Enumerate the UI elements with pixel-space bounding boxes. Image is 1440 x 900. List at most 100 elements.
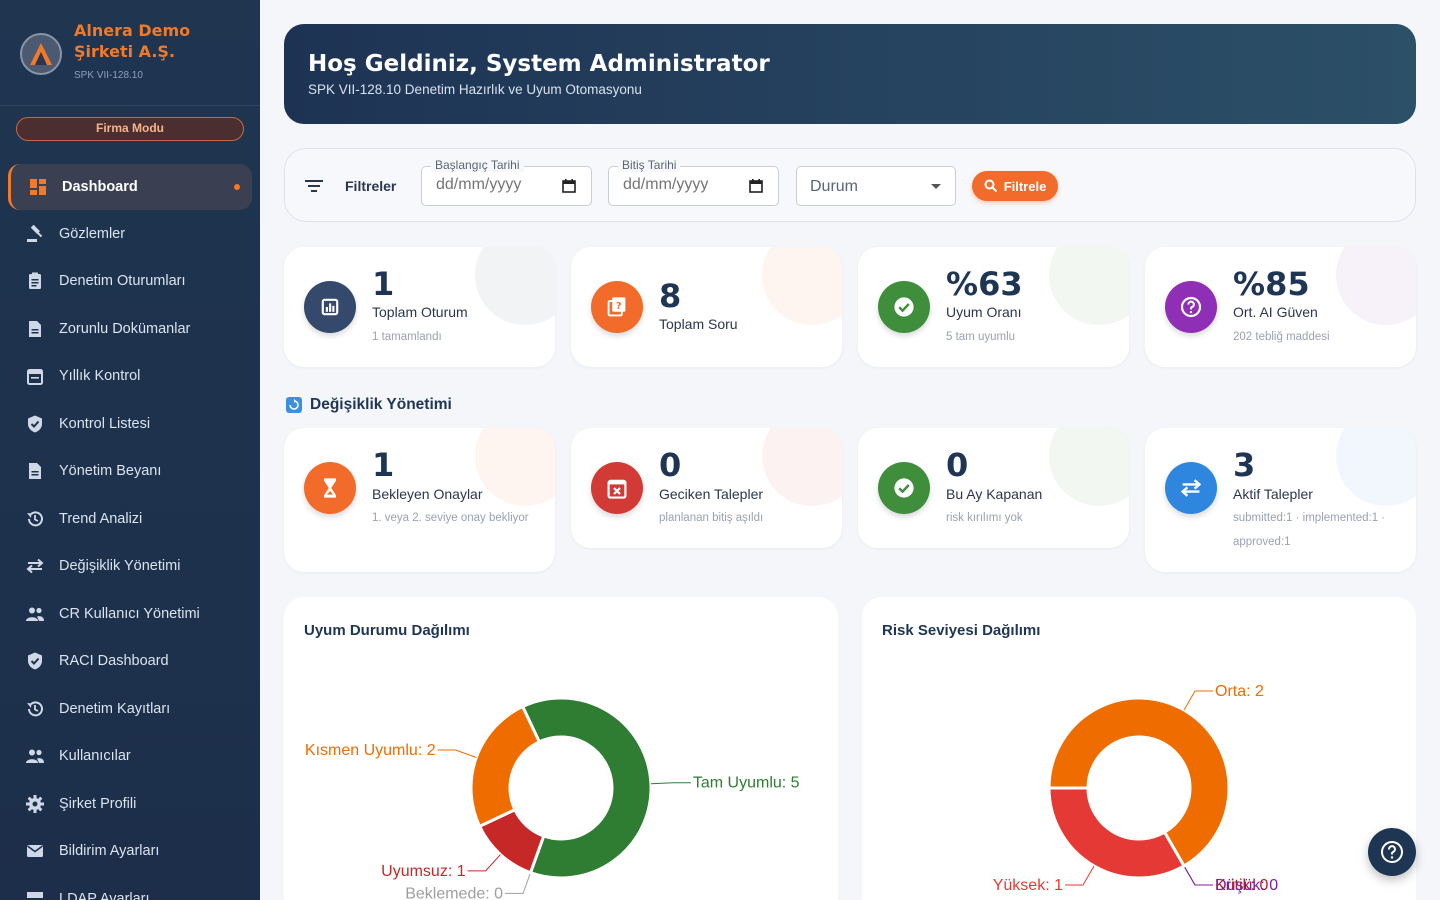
sidebar-item-kontrol-listesi[interactable]: Kontrol Listesi <box>0 400 260 448</box>
welcome-banner: Hoş Geldiniz, System Administrator SPK V… <box>284 24 1416 124</box>
stat-card[interactable]: 1 Bekleyen Onaylar 1. veya 2. seviye onay … <box>284 428 555 572</box>
filter-list-icon <box>303 177 325 200</box>
calendar-icon[interactable] <box>561 178 577 199</box>
stat-subtext: submitted:1 · implemented:1 · approved:1 <box>1233 512 1386 548</box>
change-management-label: Değişiklik Yönetimi <box>310 396 452 413</box>
firma-mode-badge[interactable]: Firma Modu <box>16 117 244 141</box>
compliance-donut-chart: Tam Uyumlu: 5 Beklemede: 0 Uyumsuz: 1 Kısme… <box>305 696 800 900</box>
sidebar-item-label: Gözlemler <box>59 225 126 242</box>
stat-card[interactable]: 1 Toplam Oturum 1 tamamlandı <box>284 247 555 367</box>
status-select-value: Durum <box>810 178 859 195</box>
sidebar-nav: Dashboard Gözlemler Denetim Oturumları Zoru… <box>0 164 260 900</box>
sidebar-item-label: Dashboard <box>62 179 138 195</box>
sidebar-item-dashboard[interactable]: Dashboard <box>8 164 252 210</box>
active-indicator-dot <box>234 184 240 190</box>
slice-label: Beklemede: 0 <box>405 885 503 900</box>
stat-label: Uyum Oranı <box>946 304 1022 320</box>
chevron-down-icon <box>931 184 941 189</box>
status-select[interactable]: Durum <box>796 166 956 206</box>
search-icon <box>984 179 997 193</box>
donut-slice[interactable] <box>1047 786 1187 880</box>
document-icon <box>24 318 46 340</box>
hourglass-icon <box>304 462 356 514</box>
stat-card[interactable]: %63 Uyum Oranı 5 tam uyumlu <box>858 247 1129 367</box>
sidebar-item-kullanıcılar[interactable]: Kullanıcılar <box>0 733 260 781</box>
sidebar-item-denetim-kayıtları[interactable]: Denetim Kayıtları <box>0 685 260 733</box>
sidebar-item-label: Kullanıcılar <box>59 748 131 765</box>
stat-value: 3 <box>1233 446 1256 484</box>
label-leader-line <box>1183 690 1213 711</box>
sidebar-item-raci-dashboard[interactable]: RACI Dashboard <box>0 638 260 686</box>
label-leader-line <box>1183 865 1213 886</box>
server-icon <box>24 888 46 900</box>
stat-value: %85 <box>1233 265 1310 303</box>
start-date-input[interactable] <box>436 176 556 194</box>
sidebar-item-cr-kullanıcı-yönetimi[interactable]: CR Kullanıcı Yönetimi <box>0 590 260 638</box>
stat-card[interactable]: 0 Bu Ay Kapanan risk kırılımı yok <box>858 428 1129 548</box>
filter-apply-button[interactable]: Filtrele <box>972 171 1058 201</box>
stat-label: Geciken Talepler <box>659 486 764 502</box>
calendar-x-icon <box>591 462 643 514</box>
help-circle-icon <box>1165 281 1217 333</box>
card-decoration <box>1336 428 1416 506</box>
stat-card[interactable]: ? 8 Toplam Soru <box>571 247 842 367</box>
stat-card[interactable]: 0 Geciken Talepler planlanan bitiş aşıldı <box>571 428 842 548</box>
sidebar-item-label: Denetim Kayıtları <box>59 700 171 717</box>
stat-card[interactable]: %85 Ort. AI Güven 202 tebliğ maddesi <box>1145 247 1416 367</box>
slice-label: Tam Uyumlu: 5 <box>693 775 800 792</box>
shield-check-icon <box>24 650 46 672</box>
card-decoration <box>762 428 842 506</box>
stat-subtext: risk kırılımı yok <box>946 512 1023 524</box>
sidebar-item-ldap-ayarları[interactable]: LDAP Ayarları <box>0 875 260 900</box>
sidebar-item-bildirim-ayarları[interactable]: Bildirim Ayarları <box>0 828 260 876</box>
swap-icon <box>1165 462 1217 514</box>
stat-label: Toplam Oturum <box>372 304 468 320</box>
check-circle-icon <box>878 281 930 333</box>
donut-slice[interactable] <box>469 704 542 829</box>
sidebar-item-label: Zorunlu Dokümanlar <box>59 320 191 337</box>
people-icon <box>24 603 46 625</box>
label-leader-line <box>650 782 691 785</box>
card-decoration <box>475 428 555 506</box>
calendar-icon[interactable] <box>748 178 764 199</box>
help-button[interactable] <box>1368 828 1416 876</box>
bar-chart-icon <box>304 281 356 333</box>
sidebar-item-label: Trend Analizi <box>59 510 143 527</box>
people-icon <box>24 745 46 767</box>
end-date-field[interactable]: Bitiş Tarihi <box>608 158 779 206</box>
sidebar-item-şirket-profili[interactable]: Şirket Profili <box>0 780 260 828</box>
slice-label: Düşük: 0 <box>1215 877 1278 894</box>
slice-label: Kritik: 0 <box>1215 877 1268 894</box>
sidebar-item-gözlemler[interactable]: Gözlemler <box>0 210 260 258</box>
label-leader-line <box>1183 865 1213 886</box>
start-date-field[interactable]: Başlangıç Tarihi <box>421 158 592 206</box>
regulation-code: SPK VII-128.10 <box>74 70 143 81</box>
label-leader-line <box>437 749 477 758</box>
gear-icon <box>24 793 46 815</box>
sidebar-item-yönetim-beyanı[interactable]: Yönetim Beyanı <box>0 448 260 496</box>
stat-subtext: planlanan bitiş aşıldı <box>659 512 764 524</box>
company-logo <box>20 33 62 75</box>
quiz-icon: ? <box>591 281 643 333</box>
sidebar-item-trend-analizi[interactable]: Trend Analizi <box>0 495 260 543</box>
sidebar-item-yıllık-kontrol[interactable]: Yıllık Kontrol <box>0 353 260 401</box>
card-decoration <box>475 247 555 325</box>
stat-card[interactable]: 3 Aktif Talepler submitted:1 · implemented… <box>1145 428 1416 572</box>
end-date-input[interactable] <box>623 176 743 194</box>
filter-bar: Filtreler Başlangıç Tarihi Bitiş Tarihi … <box>284 148 1416 222</box>
gavel-icon <box>24 223 46 245</box>
sidebar-item-denetim-oturumları[interactable]: Denetim Oturumları <box>0 258 260 306</box>
sidebar-item-değişiklik-yönetimi[interactable]: Değişiklik Yönetimi <box>0 543 260 591</box>
stat-value: 1 <box>372 446 395 484</box>
sidebar-item-zorunlu-dokümanlar[interactable]: Zorunlu Dokümanlar <box>0 305 260 353</box>
refresh-icon <box>286 397 302 413</box>
donut-slice[interactable] <box>520 696 653 880</box>
stat-value: 1 <box>372 265 395 303</box>
mail-icon <box>24 840 46 862</box>
sidebar-item-label: Değişiklik Yönetimi <box>59 558 181 575</box>
calendar-icon <box>24 365 46 387</box>
stat-value: 0 <box>946 446 969 484</box>
filter-apply-label: Filtrele <box>1003 178 1047 194</box>
donut-slice[interactable] <box>1047 696 1231 868</box>
